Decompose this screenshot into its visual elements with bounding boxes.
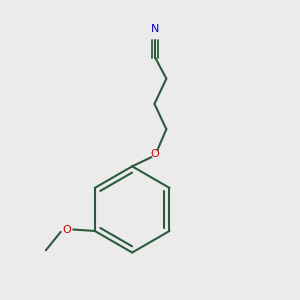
Text: N: N: [151, 24, 160, 34]
Text: O: O: [150, 148, 159, 159]
Text: O: O: [62, 224, 71, 235]
